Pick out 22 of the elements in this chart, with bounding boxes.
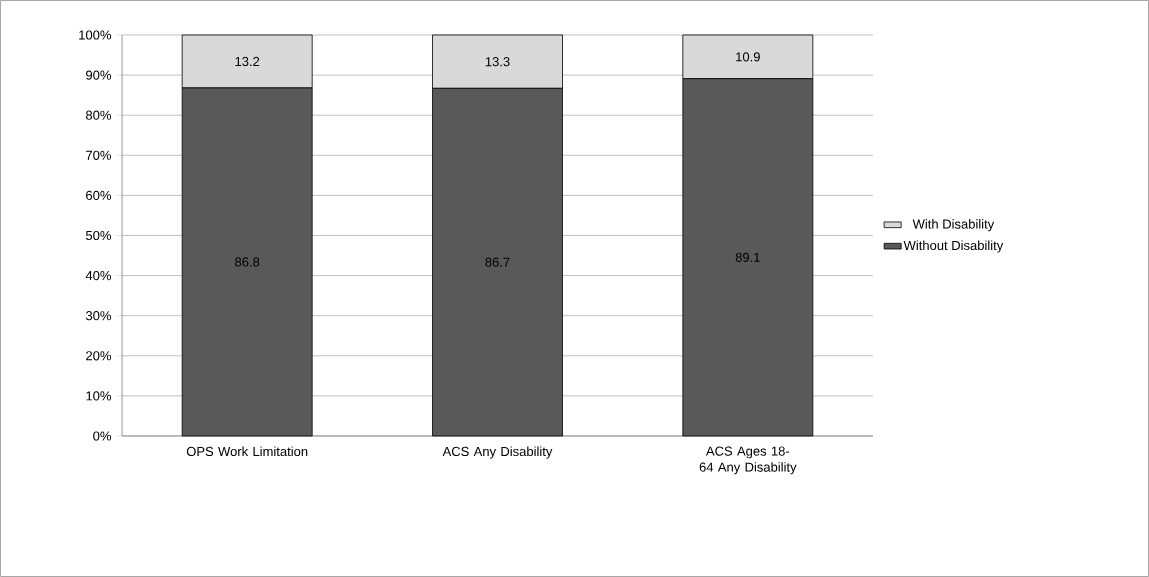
data-label: 13.2 xyxy=(235,56,260,67)
data-label: 10.9 xyxy=(736,52,760,62)
x-tick-label: ACS Any Disability xyxy=(442,446,553,459)
y-tick-label: 70% xyxy=(86,150,112,160)
y-tick-label: 0% xyxy=(93,431,112,441)
y-tick-label: 10% xyxy=(86,391,112,401)
data-label: 13.3 xyxy=(485,57,510,67)
x-tick-label: OPS Work Limitation xyxy=(186,446,308,457)
data-label: 89.1 xyxy=(735,252,760,262)
data-label: 86.8 xyxy=(235,257,260,267)
y-tick-label: 100% xyxy=(79,30,112,40)
y-tick-label: 30% xyxy=(85,311,112,321)
y-tick-label: 20% xyxy=(86,351,112,361)
legend-label: Without Disability xyxy=(903,240,1004,253)
y-tick-label: 50% xyxy=(85,230,112,241)
data-label: 86.7 xyxy=(485,257,510,267)
y-tick-label: 60% xyxy=(86,190,112,200)
y-tick-label: 80% xyxy=(86,110,112,120)
y-tick-label: 90% xyxy=(86,70,112,80)
y-tick-label: 40% xyxy=(85,270,112,281)
legend-label: With Disability xyxy=(912,219,995,232)
x-tick-label: ACS Ages 18-64 Any Disability xyxy=(699,446,797,475)
